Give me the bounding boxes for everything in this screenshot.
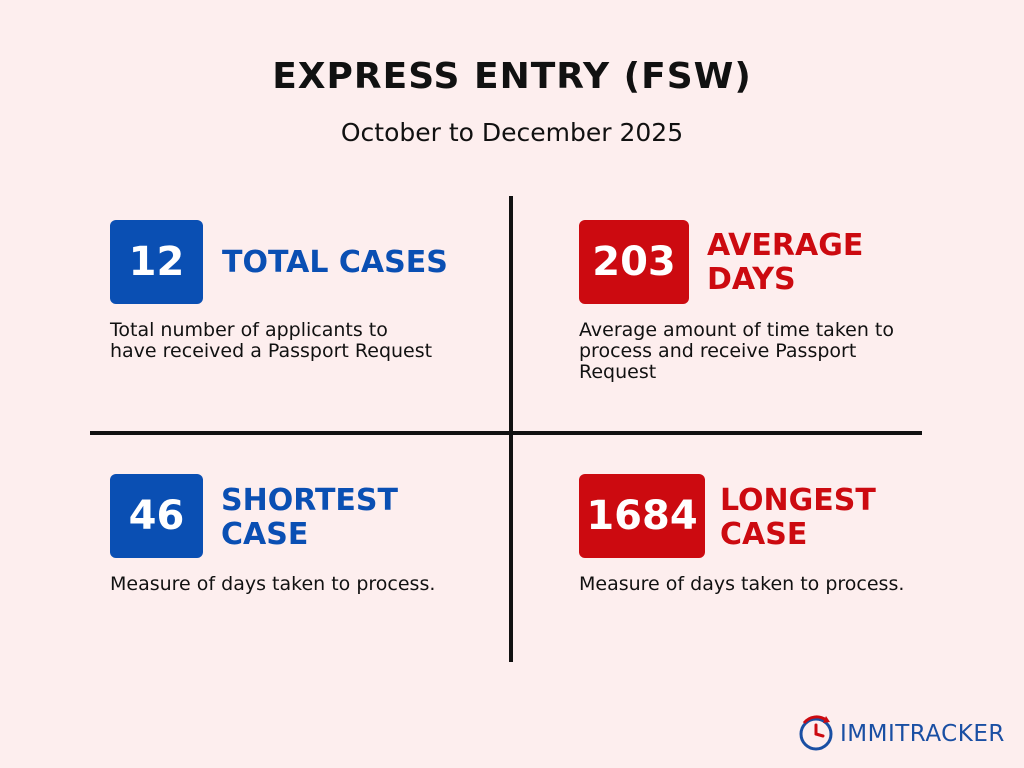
- longest-case-label-line2: CASE: [720, 517, 808, 552]
- clock-arrow-icon: [799, 715, 833, 751]
- shortest-case-description: Measure of days taken to process.: [110, 573, 436, 595]
- total-cases-value: 12: [110, 220, 203, 304]
- shortest-case-value: 46: [110, 474, 203, 558]
- total-cases-description: Total number of applicants to have recei…: [110, 319, 433, 362]
- longest-case-description: Measure of days taken to process.: [579, 573, 905, 595]
- immitracker-logo: IMMITRACKER: [796, 712, 1008, 756]
- average-days-label-line2: DAYS: [707, 262, 796, 297]
- total-cases-label: TOTAL CASES: [222, 245, 448, 280]
- average-days-label-line1: AVERAGE: [707, 228, 864, 263]
- longest-case-label-line1: LONGEST: [720, 483, 876, 518]
- page-title: EXPRESS ENTRY (FSW): [272, 56, 752, 97]
- longest-case-value: 1684: [579, 474, 705, 558]
- logo-text: IMMITRACKER: [840, 721, 1005, 747]
- average-days-value: 203: [579, 220, 689, 304]
- horizontal-divider: [90, 431, 922, 435]
- average-days-description: Average amount of time taken to process …: [579, 319, 894, 383]
- page-subtitle: October to December 2025: [340, 118, 684, 147]
- vertical-divider: [509, 196, 513, 662]
- shortest-case-label-line2: CASE: [221, 517, 309, 552]
- shortest-case-label-line1: SHORTEST: [221, 483, 398, 518]
